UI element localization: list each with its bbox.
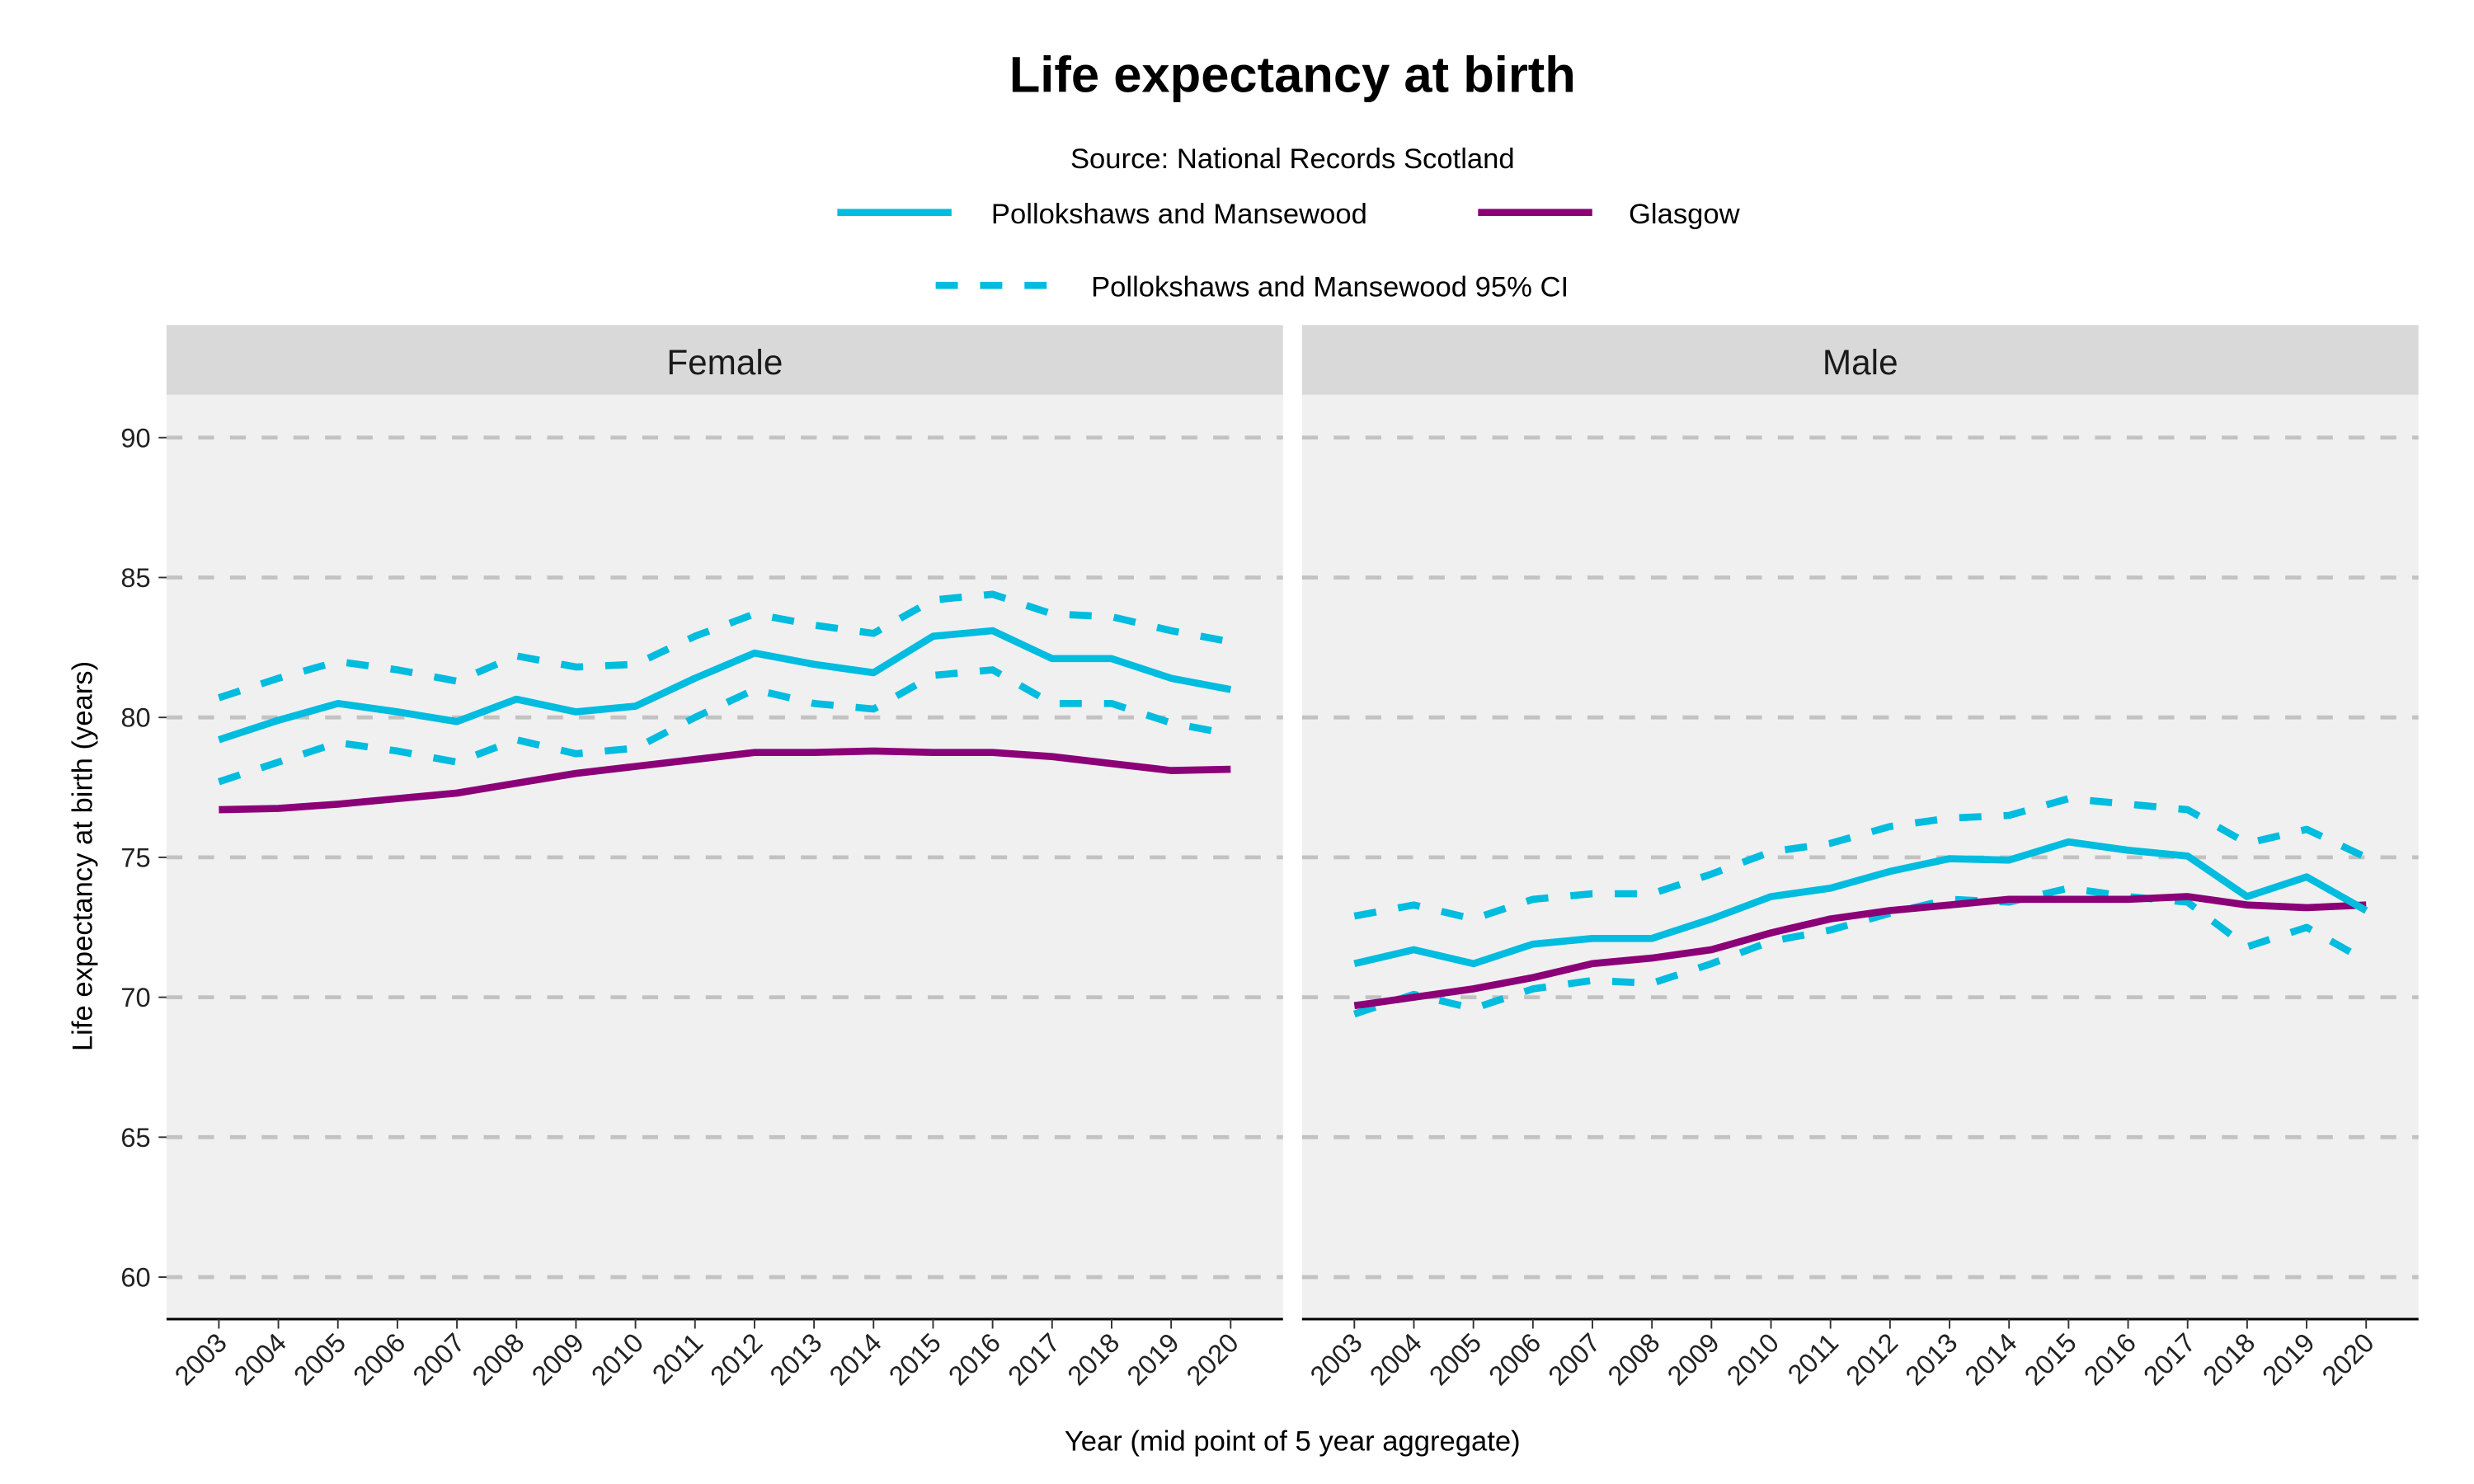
x-tick-label: 2018 [2197, 1327, 2261, 1392]
x-tick-label: 2015 [882, 1327, 947, 1392]
y-tick-label: 75 [120, 842, 150, 872]
x-tick-label: 2009 [525, 1327, 590, 1392]
series-pollokshaws-male [1353, 838, 2368, 968]
x-tick-label: 2009 [1661, 1327, 1725, 1392]
x-tick-label: 2013 [1899, 1327, 1964, 1392]
y-tick-label: 80 [120, 702, 150, 733]
x-tick-label: 2008 [1602, 1327, 1666, 1392]
x-tick-label: 2015 [2018, 1327, 2082, 1392]
x-tick-label: 2007 [407, 1327, 471, 1392]
x-tick-label: 2011 [1781, 1327, 1844, 1390]
x-tick-label: 2011 [646, 1327, 708, 1390]
x-tick-label: 2006 [347, 1327, 412, 1392]
series-pollokshaws-female [218, 627, 1232, 744]
y-axis-title: Life expectancy at birth (years) [68, 661, 99, 1051]
legend-label-glasgow: Glasgow [1629, 199, 1741, 230]
x-tick-label: 2012 [704, 1327, 769, 1392]
x-tick-label: 2016 [2077, 1327, 2142, 1392]
chart-subtitle: Source: National Records Scotland [1070, 143, 1515, 175]
y-tick-label: 65 [120, 1122, 150, 1153]
x-tick-label: 2020 [2316, 1327, 2380, 1392]
series-ci-lower-female [218, 666, 1232, 786]
x-tick-label: 2020 [1180, 1327, 1244, 1392]
x-tick-label: 2004 [228, 1327, 292, 1392]
y-tick-label: 90 [120, 422, 150, 453]
legend-label-ci: Pollokshaws and Mansewood 95% CI [1091, 272, 1569, 303]
x-tick-label: 2017 [2138, 1327, 2202, 1392]
x-tick-label: 2010 [1720, 1327, 1785, 1392]
x-axis-title: Year (mid point of 5 year aggregate) [1065, 1426, 1521, 1458]
legend-label-pollokshaws: Pollokshaws and Mansewood [991, 199, 1367, 230]
panel-female: Female 60 65 70 75 80 85 90 20032004200520062007… [120, 325, 1283, 1392]
x-tick-label: 2004 [1363, 1327, 1427, 1392]
x-tick-label: 2014 [823, 1327, 887, 1392]
x-tick-label: 2003 [168, 1327, 233, 1392]
x-tick-label: 2017 [1002, 1327, 1066, 1392]
x-tick-label: 2007 [1542, 1327, 1606, 1392]
facet-strip [1301, 325, 2419, 395]
x-tick-label: 2013 [764, 1327, 828, 1392]
chart-title: Life expectancy at birth [1009, 47, 1576, 104]
x-tick-label: 2014 [1959, 1327, 2023, 1392]
x-tick-label: 2003 [1304, 1327, 1368, 1392]
x-tick-label: 2012 [1840, 1327, 1904, 1392]
facet-strip [166, 325, 1283, 395]
facet-label: Female [666, 343, 783, 382]
y-tick-label: 85 [120, 562, 150, 593]
y-tick-label: 60 [120, 1262, 150, 1293]
facet-label: Male [1823, 343, 1898, 382]
x-tick-label: 2018 [1061, 1327, 1126, 1392]
x-tick-label: 2005 [1423, 1327, 1488, 1392]
x-tick-label: 2005 [288, 1327, 352, 1392]
series-glasgow-female [219, 747, 1231, 814]
series-glasgow-male [1353, 893, 2367, 1010]
x-tick-label: 2008 [466, 1327, 530, 1392]
y-tick-label: 70 [120, 982, 150, 1012]
x-tick-label: 2019 [1121, 1327, 1185, 1392]
panel-male: Male 200320042005200620072008200920102011… [1301, 325, 2419, 1392]
legend: Pollokshaws and Mansewood Glasgow Pollok… [837, 199, 1741, 303]
series-ci-upper-male [1353, 795, 2368, 923]
x-tick-label: 2006 [1483, 1327, 1547, 1392]
x-tick-label: 2016 [943, 1327, 1007, 1392]
x-tick-label: 2010 [585, 1327, 649, 1392]
x-tick-label: 2019 [2256, 1327, 2321, 1392]
